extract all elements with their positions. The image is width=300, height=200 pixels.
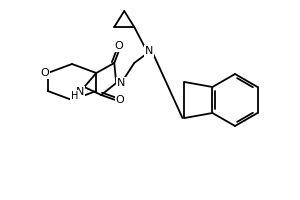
Text: N: N: [145, 46, 153, 56]
Text: H: H: [70, 91, 78, 101]
Text: N: N: [117, 78, 125, 88]
Text: O: O: [115, 41, 124, 51]
Text: O: O: [40, 68, 49, 78]
Text: N: N: [76, 87, 84, 97]
Text: O: O: [116, 95, 124, 105]
